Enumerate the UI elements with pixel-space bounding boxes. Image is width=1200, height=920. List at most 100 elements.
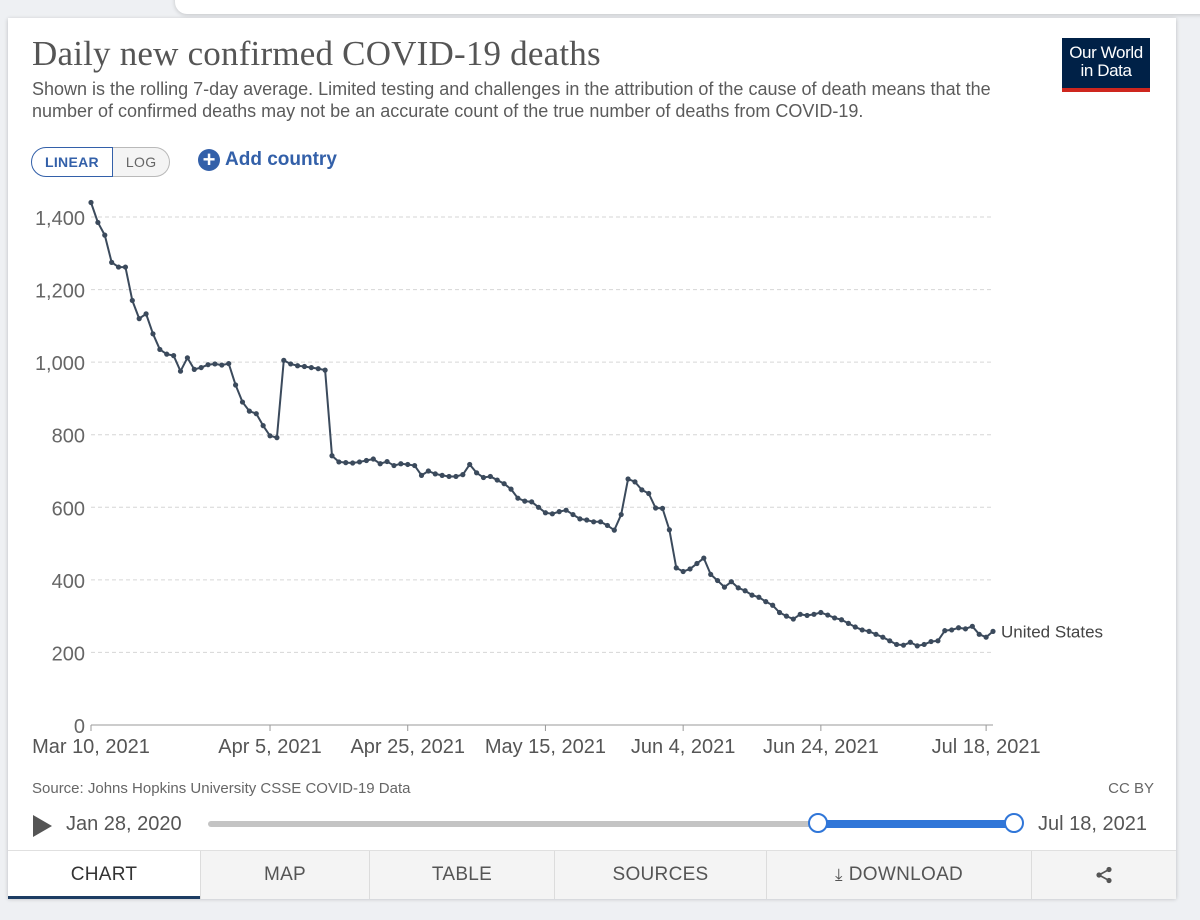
data-point[interactable]	[563, 507, 569, 513]
data-point[interactable]	[955, 625, 962, 631]
data-point[interactable]	[212, 361, 218, 367]
tab-sources[interactable]: SOURCES	[554, 851, 766, 899]
data-point[interactable]	[783, 613, 790, 619]
data-point[interactable]	[122, 264, 129, 270]
tab-share[interactable]	[1031, 851, 1176, 899]
data-point[interactable]	[880, 634, 886, 640]
data-point[interactable]	[391, 462, 397, 469]
data-point[interactable]	[281, 357, 287, 363]
data-point[interactable]	[246, 408, 252, 414]
data-point[interactable]	[962, 626, 969, 632]
data-point[interactable]	[721, 584, 728, 590]
data-point[interactable]	[728, 579, 734, 585]
data-point[interactable]	[336, 459, 342, 465]
data-point[interactable]	[659, 505, 666, 511]
data-point[interactable]	[935, 638, 941, 644]
data-point[interactable]	[294, 363, 301, 369]
data-point[interactable]	[591, 519, 597, 525]
data-point[interactable]	[542, 510, 549, 516]
timeline-start-handle[interactable]	[808, 813, 829, 833]
data-point[interactable]	[549, 511, 555, 517]
linear-scale-button[interactable]: LINEAR	[31, 147, 113, 177]
data-point[interactable]	[577, 516, 583, 522]
data-point[interactable]	[804, 612, 810, 619]
data-point[interactable]	[763, 599, 769, 605]
data-point[interactable]	[418, 472, 425, 478]
data-point[interactable]	[866, 628, 872, 634]
data-point[interactable]	[487, 473, 493, 480]
add-country-button[interactable]: + Add country	[198, 149, 337, 171]
data-point[interactable]	[625, 476, 631, 482]
data-point[interactable]	[343, 460, 349, 466]
play-icon[interactable]	[33, 815, 52, 837]
data-point[interactable]	[432, 471, 438, 477]
source-note[interactable]: Source: Johns Hopkins University CSSE CO…	[32, 780, 411, 797]
data-point[interactable]	[191, 366, 197, 372]
data-point[interactable]	[646, 490, 652, 497]
data-point[interactable]	[529, 499, 535, 505]
data-point[interactable]	[811, 611, 817, 617]
data-point[interactable]	[439, 472, 445, 478]
data-point[interactable]	[694, 560, 700, 567]
data-point[interactable]	[95, 219, 101, 226]
data-point[interactable]	[205, 362, 211, 368]
data-point[interactable]	[115, 264, 122, 270]
data-point[interactable]	[756, 594, 762, 600]
data-point[interactable]	[611, 527, 617, 533]
data-point[interactable]	[446, 473, 452, 480]
data-point[interactable]	[887, 638, 893, 644]
data-point[interactable]	[990, 628, 996, 634]
data-point[interactable]	[907, 639, 913, 645]
data-point[interactable]	[136, 316, 142, 322]
data-point[interactable]	[308, 364, 314, 371]
data-point[interactable]	[150, 331, 156, 337]
data-point[interactable]	[708, 571, 714, 578]
data-point[interactable]	[983, 634, 989, 640]
data-point[interactable]	[914, 643, 920, 649]
series-label-united-states[interactable]: United States	[1001, 622, 1103, 641]
timeline-selected-range[interactable]	[818, 820, 1014, 828]
data-point[interactable]	[714, 577, 721, 584]
data-point[interactable]	[515, 495, 521, 501]
data-point[interactable]	[102, 232, 108, 238]
data-point[interactable]	[900, 642, 907, 648]
our-world-in-data-logo[interactable]: Our World in Data	[1062, 38, 1150, 92]
data-point[interactable]	[356, 459, 363, 465]
license-label[interactable]: CC BY	[1108, 780, 1154, 797]
data-point[interactable]	[494, 477, 500, 483]
tab-download[interactable]: ⤓ DOWNLOAD	[766, 851, 1031, 899]
data-point[interactable]	[370, 456, 376, 462]
data-point[interactable]	[687, 566, 693, 572]
timeline-end-handle[interactable]	[1004, 813, 1024, 833]
data-point[interactable]	[618, 511, 624, 518]
data-point[interactable]	[425, 468, 431, 474]
data-point[interactable]	[976, 631, 982, 637]
data-point[interactable]	[260, 423, 266, 429]
data-point[interactable]	[315, 366, 321, 372]
data-point[interactable]	[267, 433, 273, 439]
data-point[interactable]	[129, 297, 135, 304]
log-scale-button[interactable]: LOG	[112, 147, 171, 177]
data-point[interactable]	[171, 353, 177, 359]
data-point[interactable]	[301, 363, 308, 370]
data-point[interactable]	[377, 461, 383, 467]
data-point[interactable]	[219, 362, 225, 368]
tab-table[interactable]: TABLE	[369, 851, 554, 899]
data-point[interactable]	[845, 620, 852, 627]
data-point[interactable]	[522, 498, 528, 504]
data-point[interactable]	[322, 367, 328, 373]
tab-chart[interactable]: CHART	[8, 851, 200, 899]
data-point[interactable]	[109, 259, 115, 265]
data-point[interactable]	[184, 355, 190, 361]
data-point[interactable]	[666, 527, 672, 533]
data-point[interactable]	[597, 519, 604, 525]
data-point[interactable]	[852, 624, 858, 630]
data-point[interactable]	[653, 505, 659, 511]
data-point[interactable]	[873, 631, 879, 637]
data-point[interactable]	[921, 641, 927, 648]
data-point[interactable]	[384, 458, 390, 465]
data-point[interactable]	[969, 623, 975, 629]
data-point[interactable]	[894, 641, 900, 648]
data-point[interactable]	[239, 399, 246, 405]
data-point[interactable]	[838, 617, 845, 623]
